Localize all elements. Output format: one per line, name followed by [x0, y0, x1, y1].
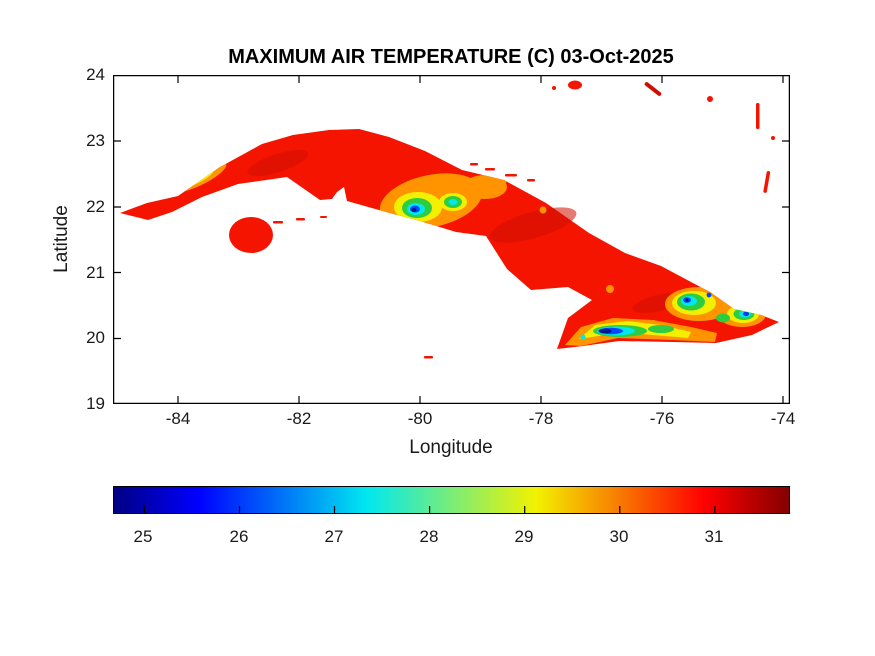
x-tick-label: -82: [286, 409, 312, 428]
y-tick-label: 21: [86, 263, 105, 282]
colorbar-tick-label: 27: [324, 527, 344, 546]
y-tick-label: 19: [86, 394, 105, 413]
colorbar-tick-label: 31: [704, 527, 724, 546]
island-isla-juventud: [229, 217, 273, 253]
colorbar: [113, 486, 790, 514]
colorbar-tick-label: 30: [609, 527, 629, 546]
y-tick-label: 22: [86, 197, 105, 216]
x-tick-label: -74: [770, 409, 796, 428]
colorbar-tick-label: 29: [514, 527, 534, 546]
x-axis-label: Longitude: [409, 437, 493, 458]
plot-area: [113, 75, 790, 404]
bahamas-islets: [552, 80, 775, 193]
small-orange-spots: [495, 178, 614, 293]
y-tick-label: 24: [86, 65, 105, 84]
y-axis-label: Latitude: [51, 205, 72, 273]
x-tick-label: -80: [407, 409, 433, 428]
axis-ticks: [113, 75, 790, 404]
colorbar-tick-label: 25: [133, 527, 153, 546]
y-tick-label: 23: [86, 131, 105, 150]
axes-frame: [113, 75, 790, 404]
colorbar-tick-label: 28: [419, 527, 439, 546]
offshore-cays: [273, 163, 535, 359]
patch-sierra-maestra: [565, 318, 717, 346]
colorbar-tick-label: 26: [229, 527, 249, 546]
x-tick-label: -84: [165, 409, 191, 428]
chart-title: MAXIMUM AIR TEMPERATURE (C) 03-Oct-2025: [228, 46, 674, 68]
y-tick-label: 20: [86, 328, 105, 347]
x-tick-label: -76: [649, 409, 675, 428]
cuba-temperature-map: [113, 75, 790, 404]
x-tick-label: -78: [528, 409, 554, 428]
colorbar-ticks: [143, 506, 716, 513]
